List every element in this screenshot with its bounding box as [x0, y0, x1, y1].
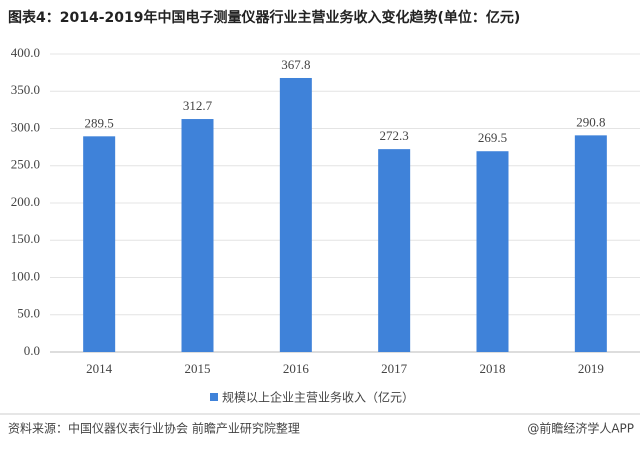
x-tick-label: 2018	[480, 361, 506, 376]
chart-title: 图表4：2014-2019年中国电子测量仪器行业主营业务收入变化趋势(单位：亿元…	[8, 9, 520, 26]
x-tick-label: 2016	[283, 361, 310, 376]
legend-swatch	[210, 393, 218, 401]
y-tick-label: 250.0	[11, 157, 40, 172]
bar	[83, 136, 116, 352]
y-tick-label: 0.0	[24, 343, 40, 358]
bar	[574, 135, 607, 352]
x-tick-label: 2015	[185, 361, 211, 376]
value-label: 269.5	[478, 130, 507, 145]
source: 资料来源：中国仪器仪表行业协会 前瞻产业研究院整理	[8, 421, 300, 436]
x-tick-label: 2019	[578, 361, 604, 376]
y-tick-label: 50.0	[17, 306, 40, 321]
bar	[181, 119, 214, 352]
bar	[378, 149, 411, 352]
y-tick-label: 350.0	[11, 82, 40, 97]
y-tick-label: 200.0	[11, 194, 40, 209]
legend-label: 规模以上企业主营业务收入（亿元）	[222, 390, 414, 405]
value-label: 367.8	[281, 57, 310, 72]
x-tick-label: 2014	[86, 361, 113, 376]
y-tick-label: 300.0	[11, 119, 40, 134]
credit: @前瞻经济学人APP	[527, 421, 634, 436]
value-label: 289.5	[85, 115, 114, 130]
y-tick-label: 150.0	[11, 231, 40, 246]
x-tick-label: 2017	[381, 361, 408, 376]
y-tick-label: 400.0	[11, 45, 40, 60]
value-label: 312.7	[183, 98, 213, 113]
value-label: 272.3	[380, 128, 409, 143]
bar	[476, 151, 509, 352]
bar	[279, 77, 312, 352]
y-tick-label: 100.0	[11, 268, 40, 283]
value-label: 290.8	[576, 114, 605, 129]
